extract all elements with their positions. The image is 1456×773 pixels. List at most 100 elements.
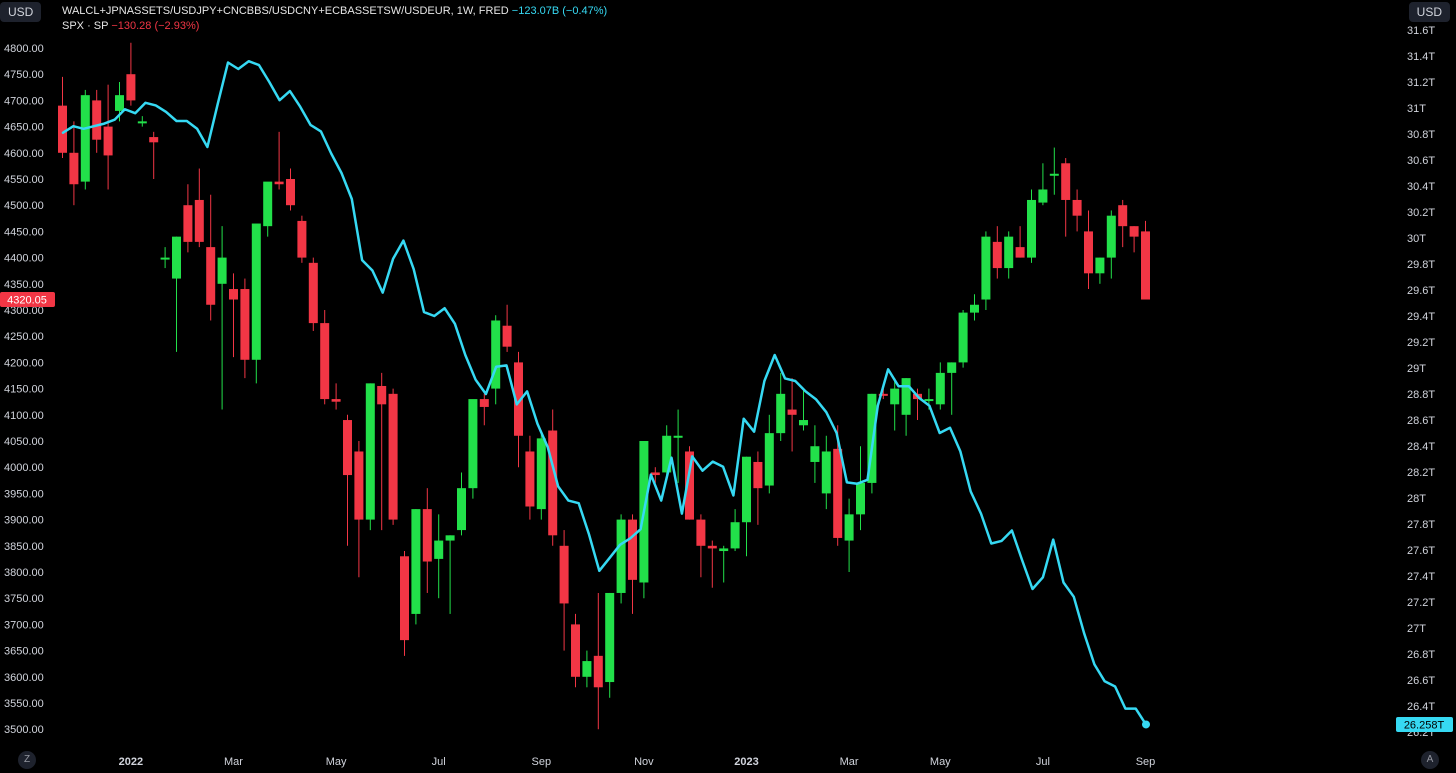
left-axis-tick: 3950.00	[4, 488, 44, 500]
candle-body	[160, 257, 170, 260]
right-currency-button[interactable]: USD	[1408, 2, 1450, 22]
left-axis-tick: 4550.00	[4, 174, 44, 186]
candle-body	[981, 236, 991, 300]
left-currency-button[interactable]: USD	[0, 2, 42, 22]
right-axis-tick: 30.6T	[1407, 155, 1435, 167]
left-axis-tick: 4050.00	[4, 436, 44, 448]
candle-body	[821, 451, 831, 494]
candle-body	[958, 312, 968, 363]
right-axis-tick: 28.4T	[1407, 441, 1435, 453]
candle-body	[536, 438, 546, 510]
right-axis-tick: 27T	[1407, 623, 1426, 635]
candle-body	[685, 451, 694, 520]
left-axis-tick: 3600.00	[4, 672, 44, 684]
candle-body	[1141, 231, 1150, 300]
candle-body	[1049, 173, 1059, 176]
candle-body	[149, 137, 159, 143]
balance-sheet-line	[61, 59, 1148, 726]
candle-body	[924, 399, 934, 402]
right-axis-tick: 29.4T	[1407, 311, 1435, 323]
left-axis-tick: 4500.00	[4, 200, 44, 212]
candle-body	[400, 556, 409, 641]
time-axis-label: May	[326, 756, 347, 768]
left-axis-tick: 4400.00	[4, 253, 44, 265]
right-axis-tick: 26.6T	[1407, 675, 1435, 687]
candle-body	[514, 362, 523, 436]
legend-row-balance-sheet[interactable]: WALCL+JPNASSETS/USDJPY+CNCBBS/USDCNY+ECB…	[62, 4, 607, 19]
right-axis-tick: 27.8T	[1407, 519, 1435, 531]
time-axis-label: Sep	[532, 756, 552, 768]
candle-body	[194, 199, 204, 242]
candle-body	[548, 430, 558, 536]
candle-body	[696, 519, 706, 546]
candle-body	[650, 472, 660, 476]
left-axis-tick: 4300.00	[4, 305, 44, 317]
candle-body	[1027, 199, 1036, 258]
legend-series1-change: −123.07B (−0.47%)	[511, 5, 608, 17]
left-axis-tick: 4250.00	[4, 331, 44, 343]
candle-body	[308, 262, 318, 324]
right-axis-tick: 28.8T	[1407, 389, 1435, 401]
left-axis-tick: 3550.00	[4, 698, 44, 710]
candle-body	[422, 509, 432, 562]
right-axis-tick: 30T	[1407, 233, 1426, 245]
right-axis-tick: 28.2T	[1407, 467, 1435, 479]
legend-series1-name: WALCL+JPNASSETS/USDJPY+CNCBBS/USDCNY+ECB…	[62, 5, 509, 17]
candle-body	[833, 448, 843, 538]
candle-body	[1004, 236, 1014, 269]
right-axis-tick: 30.4T	[1407, 181, 1435, 193]
candle-body	[103, 126, 113, 156]
candle-body	[844, 514, 854, 541]
legend-row-spx[interactable]: SPX · SP −130.28 (−2.93%)	[62, 19, 607, 34]
left-axis-tick: 4700.00	[4, 95, 44, 107]
candle-body	[217, 257, 227, 284]
auto-scale-button[interactable]: A	[1421, 751, 1439, 769]
candle-body	[343, 420, 352, 476]
left-axis-tick: 4650.00	[4, 122, 44, 134]
candle-body	[286, 179, 295, 206]
candle-body	[707, 545, 717, 549]
right-axis-tick: 31.2T	[1407, 77, 1435, 89]
candle-body	[582, 661, 592, 677]
right-axis-tick: 27.4T	[1407, 571, 1435, 583]
candle-body	[365, 383, 375, 520]
left-axis-tick: 3500.00	[4, 724, 44, 736]
left-axis-tick: 4600.00	[4, 148, 44, 160]
candle-body	[92, 100, 102, 140]
line-end-dot	[1142, 720, 1150, 729]
candle-body	[776, 393, 786, 434]
right-axis-tick: 26.8T	[1407, 649, 1435, 661]
left-current-price-label: 4320.05	[7, 294, 47, 306]
candle-body	[1106, 215, 1116, 258]
time-axis-label: Sep	[1136, 756, 1156, 768]
candle-body	[468, 399, 478, 489]
candle-body	[890, 388, 900, 405]
candle-body	[1084, 231, 1093, 274]
right-price-axis: 26.2T26.4T26.6T26.8T27T27.2T27.4T27.6T27…	[1407, 25, 1435, 739]
candle-body	[411, 509, 421, 614]
zoom-reset-button[interactable]: Z	[18, 751, 36, 769]
left-axis-tick: 4000.00	[4, 462, 44, 474]
candle-body	[263, 181, 273, 227]
candle-body	[126, 74, 136, 101]
right-axis-tick: 31.4T	[1407, 51, 1435, 63]
right-axis-tick: 26.4T	[1407, 701, 1435, 713]
candle-body	[274, 181, 284, 185]
candle-body	[719, 548, 729, 552]
time-axis-label: May	[930, 756, 951, 768]
candle-body	[80, 95, 90, 182]
left-axis-tick: 4800.00	[4, 43, 44, 55]
right-axis-tick: 28.6T	[1407, 415, 1435, 427]
candle-body	[947, 362, 957, 373]
candle-body	[1038, 189, 1048, 203]
candle-body	[1095, 257, 1105, 274]
candle-body	[867, 393, 877, 483]
candle-body	[58, 105, 67, 153]
left-axis-tick: 3750.00	[4, 593, 44, 605]
time-axis-label: Mar	[840, 756, 859, 768]
left-axis-tick: 4100.00	[4, 410, 44, 422]
time-axis-label: Mar	[224, 756, 243, 768]
candle-body	[479, 399, 489, 407]
candle-body	[1118, 205, 1128, 227]
